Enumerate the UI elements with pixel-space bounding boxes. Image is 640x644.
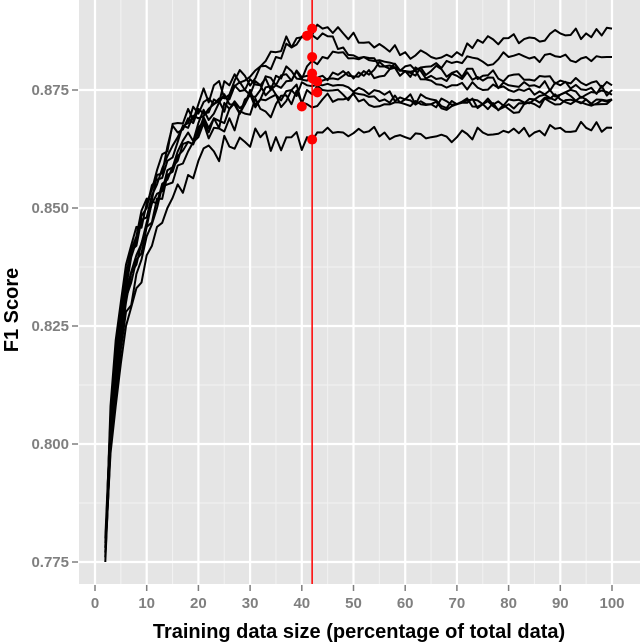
- y-tick-label: 0.800: [31, 436, 69, 453]
- y-axis-title: F1 Score: [1, 268, 23, 352]
- x-tick-label: 60: [397, 595, 414, 612]
- series-line: [104, 50, 612, 539]
- x-tick-label: 20: [190, 595, 207, 612]
- x-tick-label: 30: [242, 595, 259, 612]
- x-axis: 0 10 20 30 40 50 60 70 80 90 100: [91, 585, 625, 612]
- x-tick-label: 50: [345, 595, 362, 612]
- data-lines: [104, 23, 613, 563]
- highlight-point: [296, 101, 307, 112]
- y-axis: 0.775 0.800 0.825 0.850 0.875: [31, 82, 78, 571]
- y-tick-label: 0.875: [31, 82, 69, 99]
- series-line: [104, 23, 613, 558]
- series-line: [104, 120, 613, 553]
- x-tick-label: 10: [138, 595, 155, 612]
- x-tick-label: 100: [599, 595, 624, 612]
- highlight-point: [307, 51, 318, 62]
- series-line: [104, 64, 613, 544]
- x-tick-label: 70: [449, 595, 466, 612]
- highlight-point: [307, 134, 318, 145]
- x-tick-label: 40: [293, 595, 310, 612]
- highlight-point: [301, 30, 312, 41]
- y-tick-label: 0.825: [31, 318, 69, 335]
- x-axis-title: Training data size (percentage of total …: [153, 621, 565, 643]
- series-line: [104, 89, 613, 558]
- x-tick-label: 80: [500, 595, 517, 612]
- x-tick-label: 90: [552, 595, 569, 612]
- highlight-points: [296, 23, 323, 145]
- highlight-point: [312, 87, 323, 98]
- highlight-point: [307, 23, 318, 34]
- y-tick-label: 0.850: [31, 200, 69, 217]
- x-tick-label: 0: [91, 595, 99, 612]
- highlight-point: [312, 76, 323, 87]
- series-line: [104, 83, 613, 548]
- y-tick-label: 0.775: [31, 554, 69, 571]
- series-line: [104, 60, 613, 553]
